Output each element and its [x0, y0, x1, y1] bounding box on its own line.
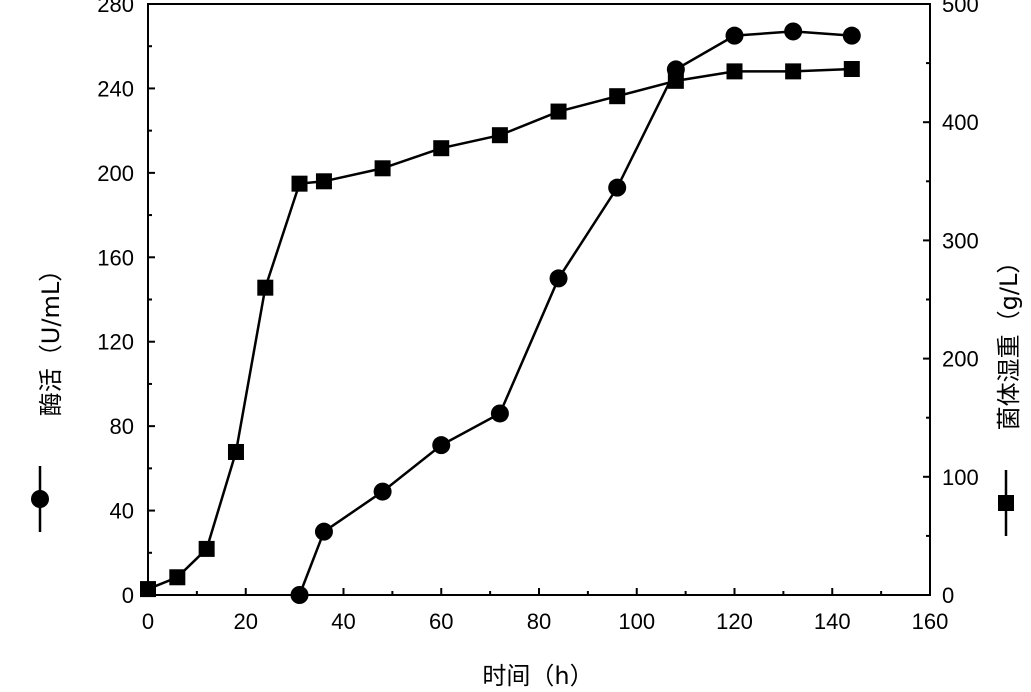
series [140, 22, 861, 604]
circle-data-point [725, 26, 744, 45]
left-y-tick-label: 160 [97, 245, 134, 270]
square-data-point [491, 127, 508, 144]
left-legend-circle-icon [31, 466, 49, 532]
circle-series-line [298, 30, 852, 596]
square-data-point [667, 72, 684, 89]
right-y-tick-label: 100 [942, 465, 979, 490]
circle-data-point [373, 482, 392, 501]
x-tick-label: 100 [618, 609, 655, 634]
square-series-line [147, 67, 852, 591]
left-axis-title: 酶活（U/mL） [37, 258, 65, 416]
right-axis-title: 菌体湿重（g/L） [995, 250, 1023, 431]
axes [147, 3, 931, 596]
x-tick-label: 20 [234, 609, 258, 634]
circle-data-point [608, 178, 627, 197]
right-y-tick-label: 200 [942, 347, 979, 372]
right-y-tick-label: 0 [942, 583, 954, 608]
right-y-tick-label: 400 [942, 110, 979, 135]
square-data-point [169, 569, 186, 586]
square-data-point [609, 88, 626, 105]
right-legend-square-icon [998, 470, 1014, 536]
x-tick-label: 40 [331, 609, 355, 634]
square-data-point [315, 173, 332, 190]
ticks: 0 20 40 60 80 100 120 140 1600408012016020024028… [97, 0, 978, 634]
x-tick-label: 0 [142, 609, 154, 634]
square-data-point [140, 581, 156, 598]
left-y-tick-label: 200 [97, 161, 134, 186]
square-data-point [198, 540, 215, 557]
square-data-point [433, 140, 450, 157]
square-data-point [843, 61, 860, 78]
left-y-tick-label: 0 [122, 583, 134, 608]
left-y-tick-label: 240 [97, 76, 134, 101]
circle-data-point [490, 404, 509, 423]
square-data-point [726, 63, 743, 80]
circle-data-point [290, 586, 309, 604]
x-tick-label: 80 [527, 609, 551, 634]
right-y-tick-label: 300 [942, 228, 979, 253]
circle-data-point [842, 26, 861, 45]
x-axis-title: 时间（h） [482, 662, 593, 690]
square-data-point [550, 103, 567, 120]
square-data-point [291, 175, 308, 192]
left-y-tick-label: 120 [97, 330, 134, 355]
x-tick-label: 60 [429, 609, 453, 634]
square-data-point [785, 63, 802, 80]
left-y-tick-label: 40 [110, 499, 134, 524]
circle-data-point [549, 269, 568, 288]
plot-frame [147, 3, 931, 596]
left-y-tick-label: 280 [97, 0, 134, 17]
square-data-point [227, 443, 244, 460]
circle-data-point [432, 436, 451, 455]
square-data-point [257, 279, 274, 296]
x-tick-label: 160 [912, 609, 949, 634]
square-data-point [374, 160, 391, 177]
circle-data-point [314, 522, 333, 541]
x-tick-label: 140 [814, 609, 851, 634]
x-tick-label: 120 [716, 609, 753, 634]
left-y-tick-label: 80 [110, 414, 134, 439]
right-y-tick-label: 500 [942, 0, 979, 17]
circle-data-point [784, 22, 803, 41]
